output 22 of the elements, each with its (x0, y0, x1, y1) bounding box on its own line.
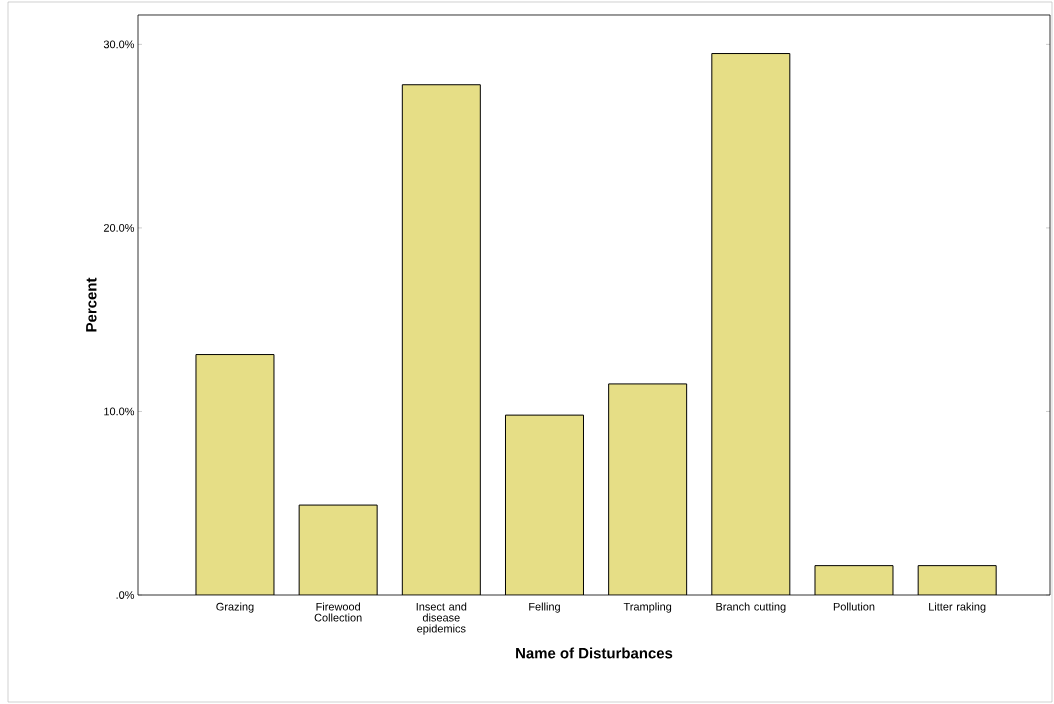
x-tick-label: Pollution (833, 602, 875, 611)
x-tick-label: Felling (529, 602, 560, 613)
y-tick-label: 10.0% (104, 407, 135, 416)
y-axis-title: Percent (86, 277, 97, 332)
x-tick-label: Litter raking (929, 602, 986, 613)
x-tick-label: Trampling (623, 602, 672, 613)
x-tick-label: Branch cutting (716, 602, 786, 613)
x-tick-label: Firewood Collection (314, 602, 362, 622)
y-tick-label: 30.0% (103, 40, 135, 49)
bar (608, 383, 687, 595)
bar (195, 354, 274, 595)
bar (711, 53, 790, 595)
y-tick-label: 20.0% (103, 224, 135, 232)
bar (299, 505, 378, 595)
y-tick-label: .0% (116, 591, 135, 599)
bar (814, 565, 893, 595)
bar (917, 565, 997, 595)
bar (505, 415, 584, 595)
bar (402, 84, 481, 595)
x-axis-title: Name of Disturbances (516, 647, 673, 659)
x-tick-label: Grazing (216, 602, 254, 613)
x-tick-label: Insect and disease epidemics (416, 602, 467, 635)
